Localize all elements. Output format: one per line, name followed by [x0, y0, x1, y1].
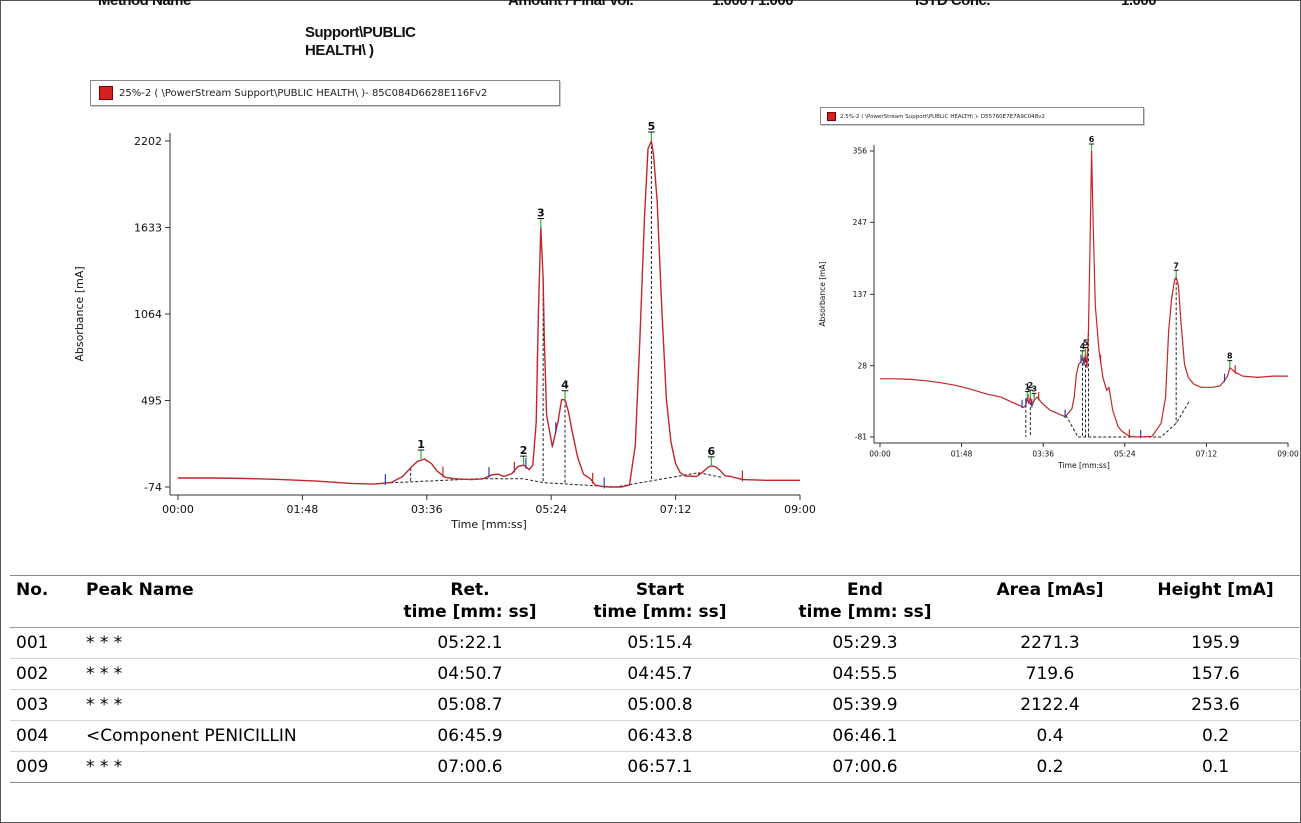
cell-end-time: 06:46.1: [760, 720, 970, 752]
header-start-time: Start time [mm: ss]: [560, 576, 760, 628]
header-height: Height [mA]: [1130, 576, 1301, 628]
method-name-value: Support\PUBLIC HEALTH\ ): [305, 24, 416, 60]
cell-area: 719.6: [970, 658, 1130, 690]
cell-area: 0.2: [970, 751, 1130, 783]
cell-peak-name: <Component PENICILLIN: [80, 720, 380, 752]
cell-height: 195.9: [1130, 627, 1301, 659]
chart2-legend-swatch: [827, 112, 836, 121]
method-name-label: Method Name: [98, 0, 191, 9]
header-no: No.: [10, 576, 80, 628]
cell-start-time: 06:57.1: [560, 751, 760, 783]
cell-area: 2122.4: [970, 689, 1130, 721]
cell-no: 009: [10, 751, 80, 783]
cell-start-time: 05:00.8: [560, 689, 760, 721]
chart2-legend-text: 2.5%-2 ( \PowerStream Support\PUBLIC HEA…: [840, 114, 1045, 120]
table-row: 002 * * * 04:50.7 04:45.7 04:55.5 719.6 …: [10, 658, 1301, 690]
chart2-legend: 2.5%-2 ( \PowerStream Support\PUBLIC HEA…: [820, 107, 1144, 125]
cell-start-time: 04:45.7: [560, 658, 760, 690]
cell-end-time: 04:55.5: [760, 658, 970, 690]
table-header-row: No. Peak Name Ret. time [mm: ss] Start tim…: [10, 576, 1301, 628]
cell-peak-name: * * *: [80, 627, 380, 659]
table-top-rule: [10, 575, 1301, 576]
cell-start-time: 05:15.4: [560, 627, 760, 659]
cell-end-time: 05:39.9: [760, 689, 970, 721]
cell-area: 2271.3: [970, 627, 1130, 659]
cell-area: 0.4: [970, 720, 1130, 752]
cell-no: 003: [10, 689, 80, 721]
chart1-legend-text: 25%-2 ( \PowerStream Support\PUBLIC HEAL…: [119, 88, 488, 99]
table-row: 009 * * * 07:00.6 06:57.1 07:00.6 0.2 0.…: [10, 751, 1301, 783]
cell-ret-time: 06:45.9: [380, 720, 560, 752]
cell-height: 0.2: [1130, 720, 1301, 752]
istd-conc-value: 1.000: [1121, 0, 1157, 9]
cell-ret-time: 04:50.7: [380, 658, 560, 690]
table-row: 001 * * * 05:22.1 05:15.4 05:29.3 2271.3…: [10, 627, 1301, 659]
method-name-value-line2: HEALTH\ ): [305, 42, 374, 59]
cell-ret-time: 05:08.7: [380, 689, 560, 721]
header-area: Area [mAs]: [970, 576, 1130, 628]
method-name-value-line1: Support\PUBLIC: [305, 24, 416, 41]
amount-value: 1.000 / 1.000: [712, 0, 794, 9]
cell-start-time: 06:43.8: [560, 720, 760, 752]
table-row: 003 * * * 05:08.7 05:00.8 05:39.9 2122.4…: [10, 689, 1301, 721]
cell-peak-name: * * *: [80, 689, 380, 721]
cell-no: 004: [10, 720, 80, 752]
chart1-legend-swatch: [99, 86, 113, 100]
cell-end-time: 07:00.6: [760, 751, 970, 783]
chart1-legend: 25%-2 ( \PowerStream Support\PUBLIC HEAL…: [90, 80, 560, 106]
cell-peak-name: * * *: [80, 658, 380, 690]
cell-ret-time: 05:22.1: [380, 627, 560, 659]
table-row: 004 <Component PENICILLIN 06:45.9 06:43.…: [10, 720, 1301, 752]
cell-peak-name: * * *: [80, 751, 380, 783]
cell-height: 157.6: [1130, 658, 1301, 690]
header-peak-name: Peak Name: [80, 576, 380, 628]
header-ret-time: Ret. time [mm: ss]: [380, 576, 560, 628]
cell-end-time: 05:29.3: [760, 627, 970, 659]
peak-results-table: No. Peak Name Ret. time [mm: ss] Start tim…: [10, 576, 1301, 783]
header-end-time: End time [mm: ss]: [760, 576, 970, 628]
cell-height: 253.6: [1130, 689, 1301, 721]
amount-label: Amount / Final Vol.: [508, 0, 634, 9]
cell-ret-time: 07:00.6: [380, 751, 560, 783]
cell-no: 001: [10, 627, 80, 659]
istd-conc-label: ISTD Conc.: [915, 0, 991, 9]
cell-height: 0.1: [1130, 751, 1301, 783]
cell-no: 002: [10, 658, 80, 690]
